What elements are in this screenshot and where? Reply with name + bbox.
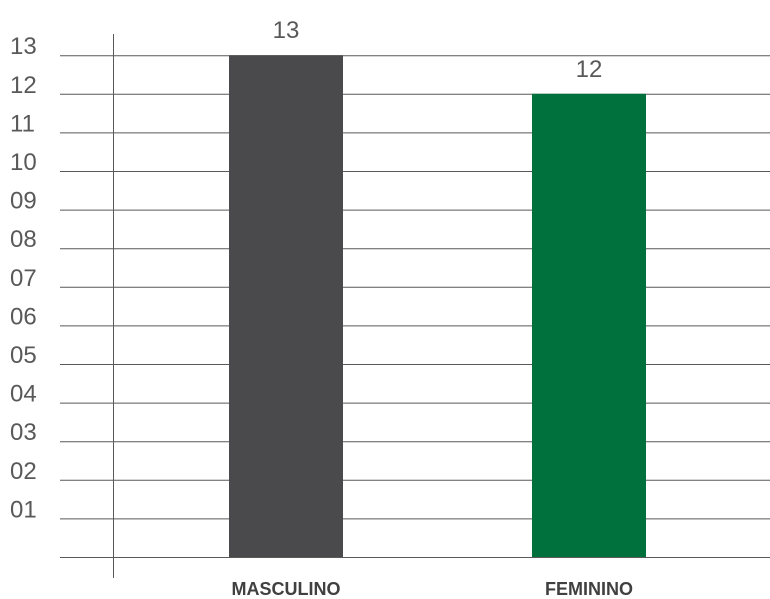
y-tick-label: 04 xyxy=(10,381,37,408)
y-tick-label: 03 xyxy=(10,419,37,446)
gridlines xyxy=(60,55,770,558)
bar-feminino xyxy=(532,93,646,558)
y-tick-label: 02 xyxy=(10,458,37,485)
bar-masculino xyxy=(229,55,343,557)
x-category-label: FEMININO xyxy=(545,579,633,599)
y-tick-label: 08 xyxy=(10,226,37,253)
data-label: 12 xyxy=(576,56,603,83)
y-tick-label: 06 xyxy=(10,303,37,330)
bars xyxy=(229,55,646,558)
y-tick-label: 10 xyxy=(10,149,37,176)
y-tick-label: 09 xyxy=(10,188,37,215)
labels: 01 02 03 04 05 06 07 08 09 10 11 12 13 13 MASCULINO 12 F… xyxy=(10,17,633,599)
x-category-label: MASCULINO xyxy=(232,579,341,599)
y-tick-label: 13 xyxy=(10,33,37,60)
y-tick-label: 11 xyxy=(10,110,35,137)
data-label: 13 xyxy=(273,17,300,44)
y-tick-label: 01 xyxy=(10,496,37,523)
y-tick-label: 07 xyxy=(10,265,37,292)
y-tick-label: 12 xyxy=(10,72,37,99)
y-tick-label: 05 xyxy=(10,342,37,369)
